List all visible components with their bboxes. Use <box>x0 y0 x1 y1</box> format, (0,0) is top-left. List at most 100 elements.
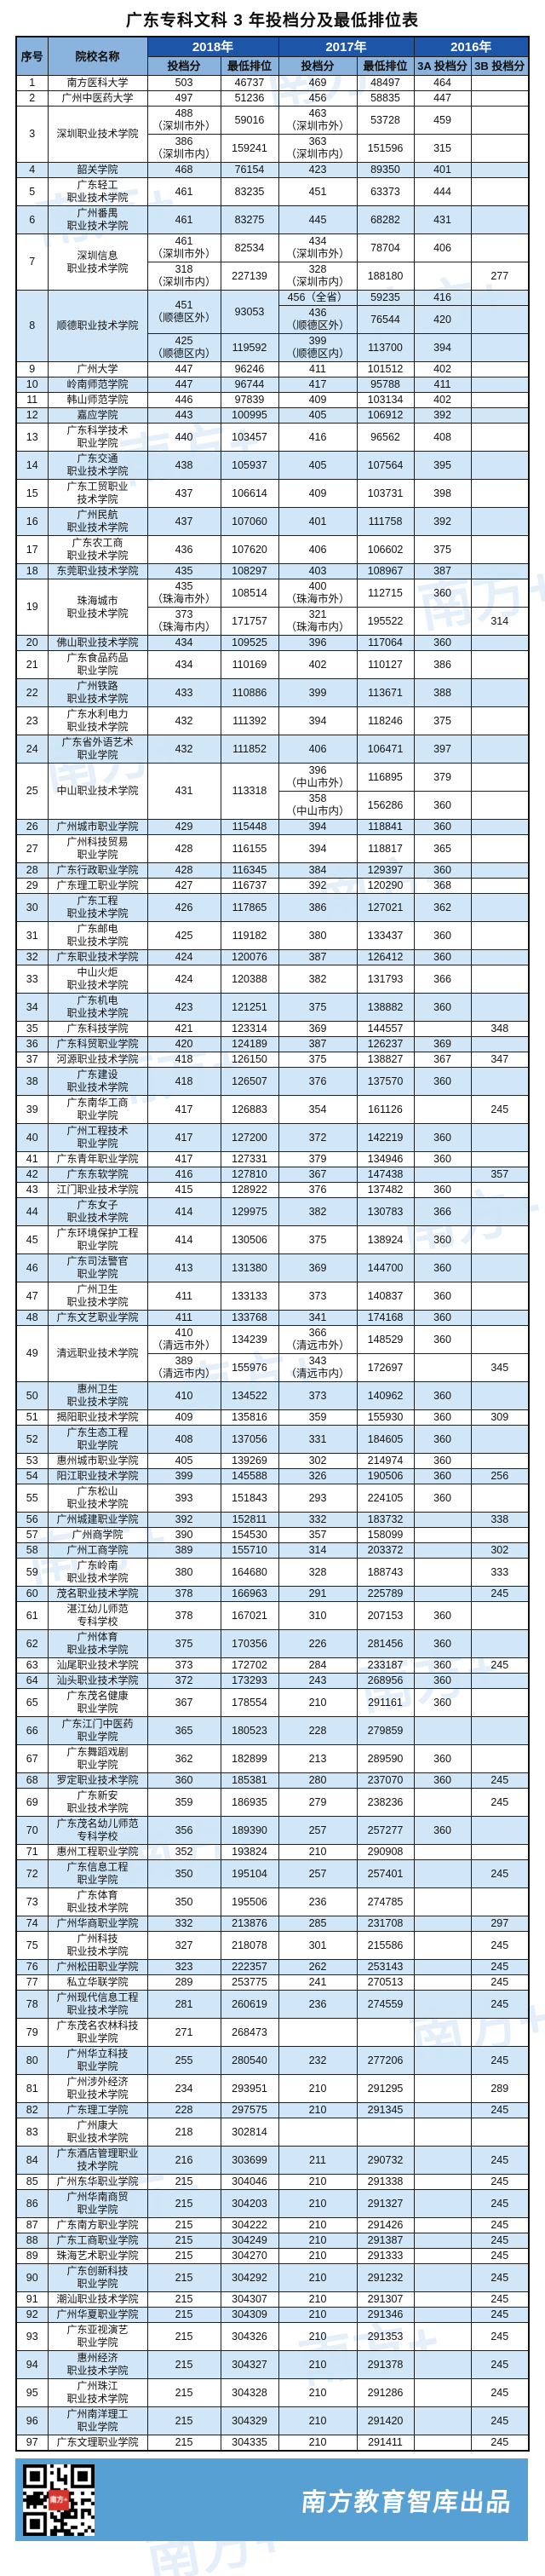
score-2018-cell: 436 <box>146 535 221 564</box>
school-name-cell: 广东科贸职业学院 <box>47 1036 148 1052</box>
col-header-score-2017: 投档分 <box>278 56 358 76</box>
rank-2017-cell: 142219 <box>356 1123 415 1152</box>
table-row: 13 广东科学技术 职业学院 440 103457 416 96562 408 <box>15 423 530 452</box>
school-name-cell: 广州卫生 职业技术学院 <box>47 1282 148 1311</box>
score-2017-cell: 394 <box>278 834 358 863</box>
score-3b-cell <box>470 162 530 178</box>
rank-2018-cell: 137056 <box>220 1425 279 1454</box>
rank-2017-cell: 126412 <box>356 949 415 965</box>
rank-2018-cell: 164680 <box>220 1558 279 1587</box>
score-3b-cell <box>470 878 530 894</box>
score-2017-cell: 406 <box>278 535 358 564</box>
row-number-cell: 69 <box>15 1788 49 1817</box>
score-3b-cell <box>470 965 530 994</box>
table-row: 77 私立华联学院 289 253775 241 270513 245 <box>15 1974 530 1991</box>
rank-2017-cell: 48497 <box>356 75 415 91</box>
rank-2017-cell: 144700 <box>356 1253 415 1282</box>
score-3a-cell: 402 <box>413 361 472 377</box>
score-2018-cell: 215 <box>146 2350 221 2379</box>
score-3a-cell <box>413 2046 472 2075</box>
table-row: 86 广州华南商贸 职业学院 215 304203 210 291327 245 <box>15 2189 530 2218</box>
rank-2017-cell: 76544 <box>356 305 415 334</box>
score-3b-cell: 245 <box>470 2233 530 2249</box>
score-3a-cell: 360 <box>413 1744 472 1773</box>
table-row: 54 阳江职业技术学院 399 145588 326 190506 360 256 <box>15 1468 530 1484</box>
score-2018-cell: 461 （深圳市外） <box>146 233 221 262</box>
rank-2018-cell: 152811 <box>220 1512 279 1528</box>
row-number-cell: 3 <box>15 106 49 163</box>
score-3b-cell: 309 <box>470 1409 530 1426</box>
score-2018-cell: 408 <box>146 1425 221 1454</box>
row-number-cell: 29 <box>15 878 49 894</box>
row-number-cell: 27 <box>15 834 49 863</box>
table-row: 5 广东轻工 职业技术学院 461 83235 451 63373 444 <box>15 177 530 206</box>
score-3a-cell: 360 <box>413 1425 472 1454</box>
score-3a-cell: 360 <box>413 1225 472 1254</box>
row-number-cell: 49 <box>15 1325 49 1382</box>
rank-2017-cell: 138827 <box>356 1052 415 1068</box>
footer-banner: 南方教育智库出品 <box>15 2458 528 2541</box>
score-2017-cell: 369 <box>278 1021 358 1037</box>
row-number-cell: 8 <box>15 290 49 362</box>
score-3b-cell <box>470 305 530 334</box>
rank-2017-cell: 161126 <box>356 1095 415 1124</box>
rank-2018-cell: 46737 <box>220 75 279 91</box>
table-row: 82 广东理工学院 228 297575 210 291345 245 <box>15 2102 530 2118</box>
score-3a-cell: 394 <box>413 333 472 362</box>
rank-2018-cell: 159241 <box>220 134 279 163</box>
school-name-cell: 广东酒店管理职业 技术学院 <box>47 2146 148 2175</box>
table-row: 75 广州科技 职业技术学院 327 218078 301 215586 245 <box>15 1931 530 1960</box>
score-2017-cell: 456（全省） <box>278 290 358 306</box>
header-row-metrics: 投档分 最低排位 投档分 最低排位 3A 投档分 3B 投档分 <box>16 56 530 76</box>
row-number-cell: 4 <box>15 162 49 178</box>
score-3b-cell: 245 <box>470 1772 530 1789</box>
rank-2017-cell: 291333 <box>356 2248 415 2264</box>
score-2017-cell: 279 <box>278 1788 358 1817</box>
score-3b-cell <box>470 1673 530 1689</box>
rank-2018-cell: 111852 <box>220 735 279 764</box>
score-3a-cell: 360 <box>413 1182 472 1198</box>
score-3b-cell <box>470 333 530 362</box>
rank-2017-cell: 110127 <box>356 650 415 679</box>
score-2017-cell: 409 <box>278 479 358 508</box>
rank-2017-cell: 253143 <box>356 1959 415 1975</box>
rank-2018-cell: 100995 <box>220 407 279 424</box>
rank-2017-cell: 291327 <box>356 2189 415 2218</box>
rank-2018-cell: 135816 <box>220 1409 279 1426</box>
row-number-cell: 89 <box>15 2248 49 2264</box>
score-2017-cell: 228 <box>278 1716 358 1745</box>
table-row: 30 广东工程 职业技术学院 426 117865 386 127021 362 <box>15 893 530 922</box>
school-name-cell: 深圳信息 职业技术学院 <box>47 233 148 291</box>
rank-2018-cell: 93053 <box>220 290 279 334</box>
score-2018-cell: 447 <box>146 377 221 393</box>
rank-2018-cell: 155976 <box>220 1353 279 1382</box>
rank-2017-cell: 290732 <box>356 2146 415 2175</box>
score-2018-cell: 389 （清远市内） <box>146 1353 221 1382</box>
row-number-cell: 42 <box>15 1167 49 1183</box>
col-header-score-2018: 投档分 <box>146 56 221 76</box>
score-3a-cell <box>413 1716 472 1745</box>
score-3b-cell <box>470 479 530 508</box>
rank-2017-cell: 270513 <box>356 1974 415 1991</box>
rank-2018-cell: 155710 <box>220 1542 279 1559</box>
score-2018-cell: 360 <box>146 1772 221 1789</box>
table-row: 2 广州中医药大学 497 51236 456 58835 447 <box>15 90 530 107</box>
school-name-cell: 广东工贸职业 技术学院 <box>47 479 148 508</box>
school-name-cell: 广东生态工程 职业学院 <box>47 1425 148 1454</box>
rank-2018-cell: 134522 <box>220 1381 279 1410</box>
score-3b-cell <box>470 1197 530 1226</box>
score-3a-cell <box>413 1990 472 2019</box>
score-2017-cell: 326 <box>278 1468 358 1484</box>
score-3a-cell: 360 <box>413 949 472 965</box>
rank-2017-cell: 111758 <box>356 507 415 536</box>
school-name-cell: 广州商学院 <box>47 1527 148 1543</box>
score-3b-cell: 245 <box>470 1931 530 1960</box>
rank-2018-cell: 195104 <box>220 1859 279 1888</box>
rank-2018-cell: 193824 <box>220 1844 279 1860</box>
table-row: 63 汕尾职业技术学院 373 172702 284 233187 360 245 <box>15 1657 530 1674</box>
score-3b-cell <box>470 1182 530 1198</box>
score-3b-cell <box>470 1253 530 1282</box>
rank-2017-cell: 291232 <box>356 2263 415 2292</box>
score-2018-cell: 327 <box>146 1931 221 1960</box>
rank-2018-cell: 124189 <box>220 1036 279 1052</box>
